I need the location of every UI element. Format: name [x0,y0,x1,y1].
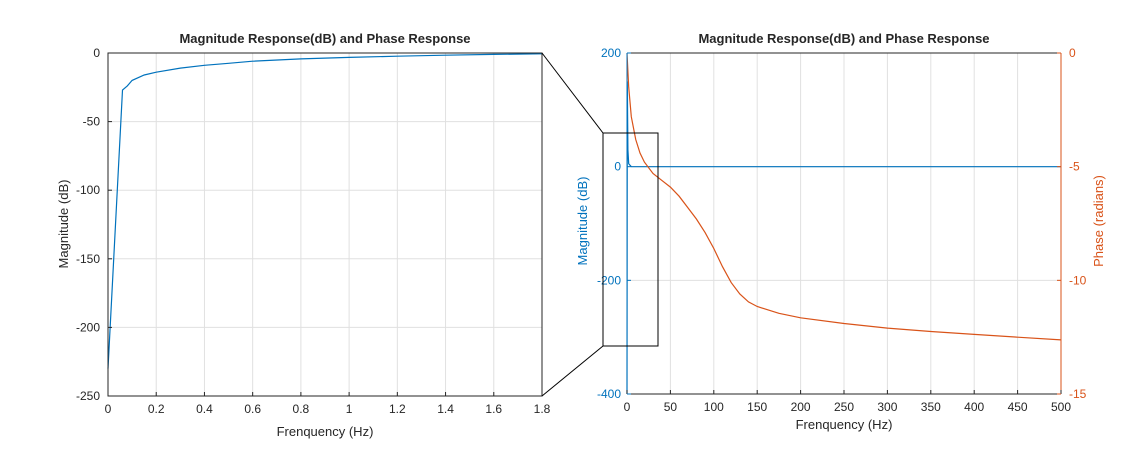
x-tick-label: 1.6 [485,402,502,416]
right-y-tick-label: -5 [1069,160,1080,174]
left-y-axis-label: Magnitude (dB) [575,177,590,266]
x-ticks: 0 50 100 150 200 250 300 350 400 450 500 [624,390,1071,414]
magnitude-series-line [107,53,543,369]
x-axis-label: Frenquency (Hz) [277,424,374,439]
chart-magnitude-phase: 0 50 100 150 200 250 300 350 400 450 500 200 0 -200 -… [575,31,1106,432]
left-y-tick-label: 0 [614,160,621,174]
y-tick-label: -200 [76,320,100,334]
x-tick-label: 1 [346,402,353,416]
x-tick-label: 1.2 [389,402,406,416]
phase-series-line [626,52,1062,341]
x-tick-label: 0 [105,402,112,416]
x-tick-label: 50 [664,400,678,414]
right-y-tick-label: -10 [1069,273,1087,287]
x-tick-label: 150 [747,400,767,414]
x-tick-label: 450 [1008,400,1028,414]
y-tick-label: -250 [76,389,100,403]
x-tick-label: 1.4 [437,402,454,416]
left-y-tick-label: 200 [601,46,621,60]
right-y-ticks: 0 -5 -10 -15 [1057,46,1087,401]
left-y-tick-label: -400 [597,387,621,401]
plot-area [108,53,542,396]
x-tick-label: 300 [877,400,897,414]
zoom-rectangle [602,132,659,347]
zoom-connector-bottom [541,345,604,397]
y-ticks: 0 -50 -100 -150 -200 -250 [76,46,112,403]
y-tick-label: -150 [76,252,100,266]
right-y-tick-label: -15 [1069,387,1087,401]
left-y-ticks: 200 0 -200 -400 [597,46,631,401]
chart-title: Magnitude Response(dB) and Phase Respons… [179,31,470,46]
x-axis-label: Frenquency (Hz) [796,417,893,432]
x-tick-label: 0.6 [244,402,261,416]
x-ticks: 0 0.2 0.4 0.6 0.8 1 1.2 1.4 1.6 1.8 [105,392,551,416]
right-y-axis-label: Phase (radians) [1091,175,1106,267]
y-tick-label: 0 [93,46,100,60]
zoom-connector-top [541,52,604,134]
x-tick-label: 400 [964,400,984,414]
x-tick-label: 500 [1051,400,1071,414]
x-tick-label: 100 [704,400,724,414]
x-tick-label: 1.8 [534,402,551,416]
chart-magnitude: 0 0.2 0.4 0.6 0.8 1 1.2 1.4 1.6 1.8 0 -50 -100 -150 -… [56,31,551,439]
zoom-annotation [541,52,659,397]
right-y-tick-label: 0 [1069,46,1076,60]
x-tick-label: 0.4 [196,402,213,416]
x-tick-label: 0.2 [148,402,165,416]
x-tick-label: 0.8 [293,402,310,416]
y-tick-label: -100 [76,183,100,197]
x-tick-label: 0 [624,400,631,414]
y-axis-label: Magnitude (dB) [56,180,71,269]
x-tick-label: 200 [791,400,811,414]
x-tick-label: 250 [834,400,854,414]
chart-title: Magnitude Response(dB) and Phase Respons… [698,31,989,46]
left-y-tick-label: -200 [597,273,621,287]
x-tick-label: 350 [921,400,941,414]
series-group [107,53,543,369]
axes-box [107,52,543,397]
y-tick-label: -50 [83,115,101,129]
